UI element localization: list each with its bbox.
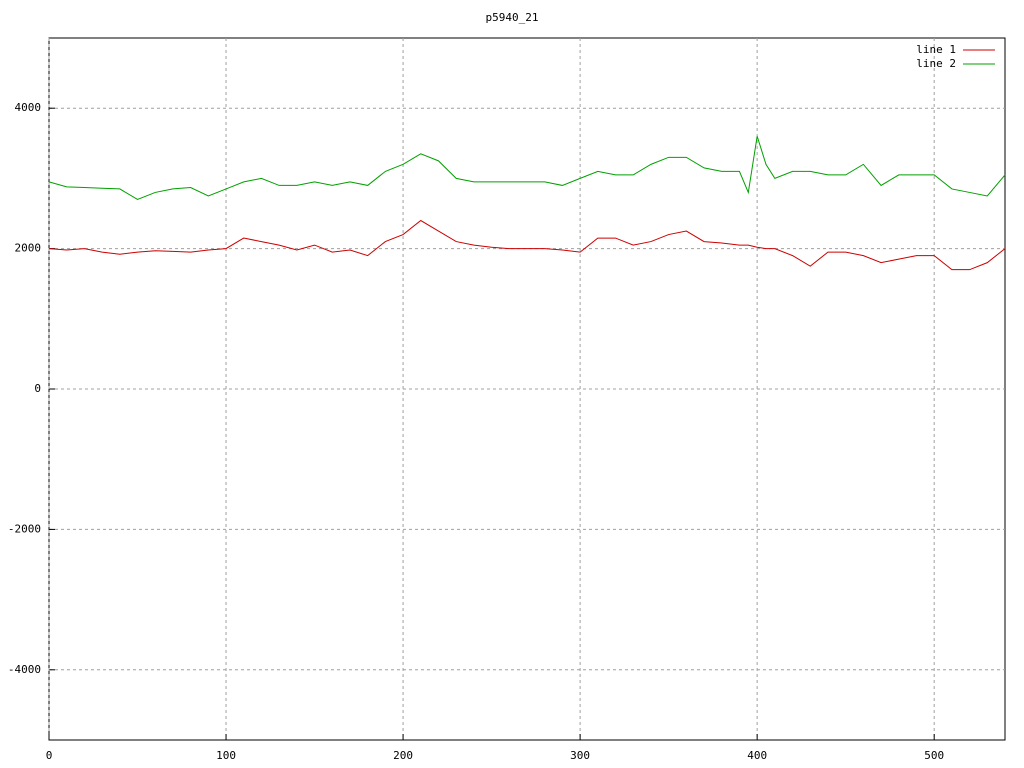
x-tick-label: 400	[747, 749, 767, 762]
y-tick-label: 4000	[15, 101, 42, 114]
y-tick-label: 0	[34, 382, 41, 395]
chart-title: p5940_21	[486, 11, 539, 24]
legend-label: line 1	[916, 43, 956, 56]
x-tick-label: 0	[46, 749, 53, 762]
y-tick-label: -2000	[8, 522, 41, 535]
data-line	[48, 219, 1006, 271]
x-tick-label: 200	[393, 749, 413, 762]
x-tick-label: 300	[570, 749, 590, 762]
y-tick-label: -4000	[8, 663, 41, 676]
y-tick-label: 2000	[15, 242, 42, 255]
legend-label: line 2	[916, 57, 956, 70]
x-tick-label: 500	[924, 749, 944, 762]
data-line	[48, 136, 1006, 201]
x-tick-label: 100	[216, 749, 236, 762]
